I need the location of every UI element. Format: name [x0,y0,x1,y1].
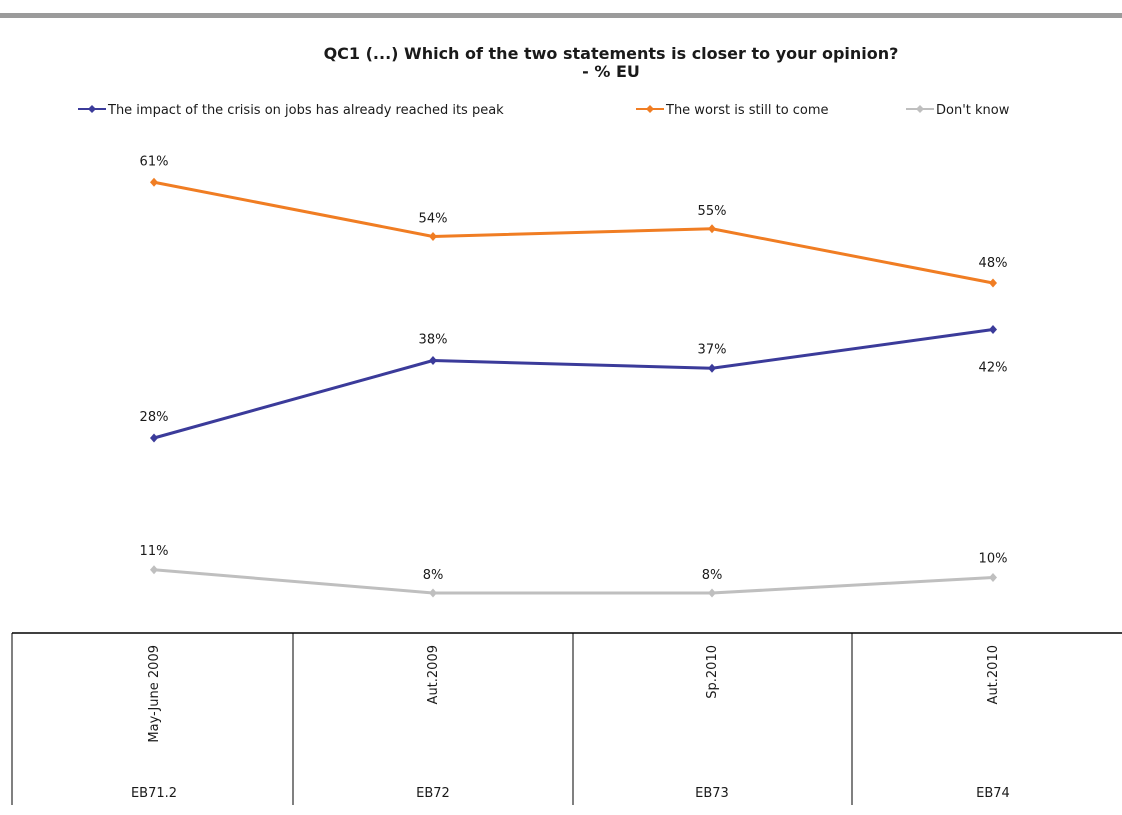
legend-label-2: The worst is still to come [665,103,829,118]
data-label: 38% [419,333,448,348]
x-tick-code: EB74 [976,786,1010,801]
chart-subtitle: - % EU [582,62,640,81]
series-line-1 [153,328,994,440]
data-point [429,588,437,598]
data-point [989,573,997,582]
x-tick-code: EB72 [416,786,450,801]
top-rule [0,13,1122,18]
x-tick-label: Aut.2010 [986,645,1001,704]
data-label: 11% [140,544,169,559]
data-point [989,325,997,334]
data-label: 28% [140,410,169,425]
x-tick-code: EB73 [695,786,729,801]
data-point [989,278,997,288]
series-line-3 [153,568,994,595]
data-point [708,363,716,373]
data-point [708,588,716,598]
x-tick-label: May-June 2009 [147,645,162,743]
chart-title-block: QC1 (...) Which of the two statements is… [0,45,1122,81]
chart-title: QC1 (...) Which of the two statements is… [323,44,899,63]
x-tick-code: EB71.2 [131,786,177,801]
data-label: 55% [698,204,727,219]
data-point [150,565,158,575]
data-label: 10% [979,552,1008,567]
data-label: 61% [140,154,169,169]
data-point [708,224,716,234]
legend-marker-3 [916,105,924,113]
data-label: 54% [419,212,448,227]
data-label: 37% [698,342,727,357]
legend-marker-1 [88,105,96,113]
legend-marker-2 [646,105,654,113]
series-line-2 [153,180,994,285]
data-point [150,177,158,187]
legend-label-3: Don't know [936,103,1010,118]
data-label: 8% [702,568,723,583]
legend-label-1: The impact of the crisis on jobs has alr… [107,103,504,118]
x-tick-label: Aut.2009 [426,645,441,704]
data-point [150,433,158,443]
data-label: 48% [979,256,1008,271]
data-label: 8% [423,568,444,583]
data-point [429,356,437,365]
data-point [429,232,437,241]
x-tick-label: Sp.2010 [705,645,720,699]
data-label: 42% [979,361,1008,376]
